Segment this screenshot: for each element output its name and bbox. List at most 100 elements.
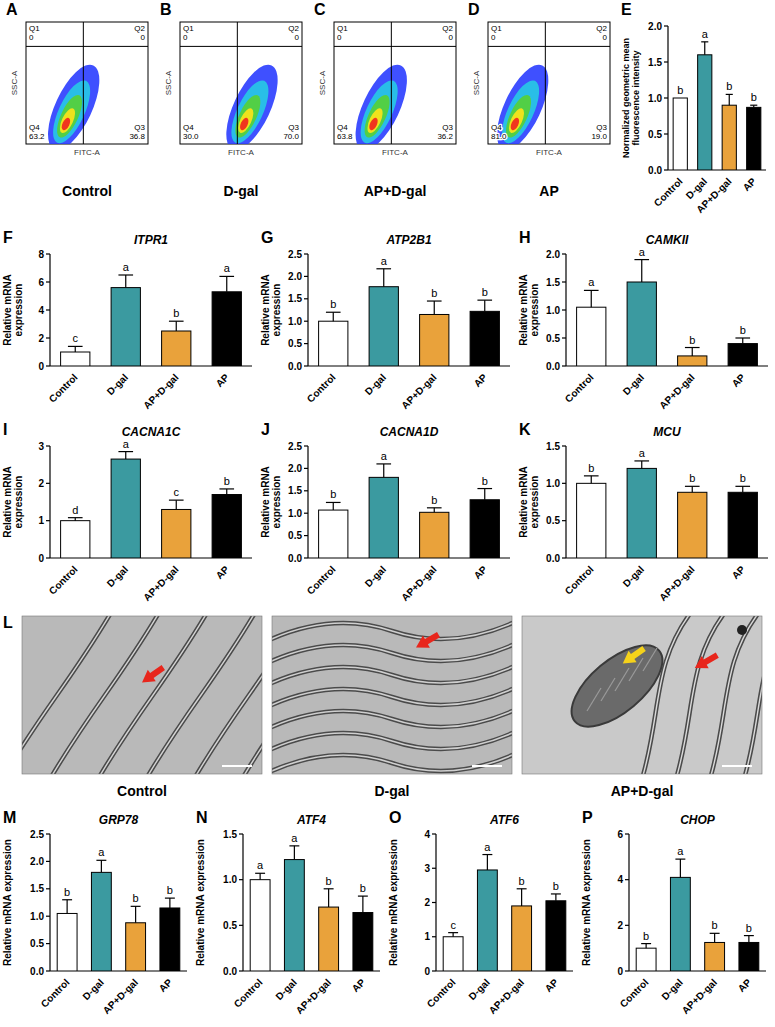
y-tick — [239, 833, 243, 834]
panel-label: F — [3, 229, 13, 246]
flow-cytometry-panel: CQ10Q20Q336.2Q463.8SSC-AFITC-AAP+D-gal — [314, 1, 456, 199]
error-bar — [735, 486, 750, 492]
bar — [61, 521, 90, 558]
quadrant-name: Q4 — [491, 123, 502, 132]
crista — [643, 648, 657, 671]
y-tick — [46, 888, 50, 889]
error-whisker — [641, 260, 642, 282]
density-contour — [509, 116, 521, 131]
membrane-lumen — [272, 643, 512, 663]
pointer-arrow — [623, 646, 646, 663]
quadrant-name: Q3 — [134, 123, 145, 132]
y-axis-title-line: Normalized geometric mean — [621, 38, 631, 158]
y-axis-title-line: expression — [13, 284, 24, 337]
y-axis-line — [565, 446, 566, 558]
x-tick-label: AP+D-gal — [680, 976, 720, 1016]
significance-letter: b — [431, 494, 437, 506]
significance-letter: d — [72, 504, 78, 516]
marks — [250, 846, 373, 971]
error-cap — [169, 500, 184, 501]
error-cap — [289, 845, 299, 846]
bar — [673, 98, 687, 170]
density-contour — [224, 75, 276, 144]
x-tick-label: Control — [652, 175, 685, 208]
significance-letter: b — [740, 472, 746, 484]
error-bar — [376, 269, 391, 287]
error-whisker — [67, 900, 68, 914]
y-axis-title-line: expression — [271, 284, 282, 337]
y-tick — [46, 557, 50, 558]
micrograph-border — [22, 616, 262, 774]
membrane-lumen — [272, 665, 512, 685]
error-whisker — [742, 486, 743, 492]
error-whisker — [260, 873, 261, 879]
error-cap — [634, 460, 649, 461]
chart-title: CHOP — [680, 813, 716, 827]
quadrant-gate — [26, 46, 148, 47]
y-tick — [664, 97, 668, 98]
y-axis-title: SSC-A — [318, 70, 327, 95]
event-cloud — [37, 58, 109, 144]
y-tick-label: 4 — [617, 874, 623, 885]
significance-letter: a — [224, 262, 231, 274]
error-bar — [62, 900, 72, 914]
significance-letter: b — [224, 475, 230, 487]
x-tick-label: Control — [47, 371, 80, 404]
error-cap — [324, 888, 334, 889]
y-tick — [562, 309, 566, 310]
x-tick-label: AP — [730, 563, 748, 581]
membrane-lumen — [194, 616, 262, 774]
error-whisker — [434, 508, 435, 512]
error-bar — [750, 105, 757, 107]
chart-title: ATF6 — [489, 813, 519, 827]
y-tick-label: 1.5 — [288, 485, 302, 496]
x-tick-label: AP — [472, 563, 490, 581]
events — [37, 58, 109, 144]
y-tick-label: 1.0 — [546, 305, 560, 316]
x-tick-label: AP+D-gal — [101, 976, 141, 1016]
y-tick — [562, 520, 566, 521]
quadrant-percent: 0 — [449, 33, 454, 42]
panel-label: G — [261, 229, 273, 246]
error-whisker — [704, 42, 705, 55]
significance-letter: b — [689, 472, 695, 484]
y-tick — [304, 490, 308, 491]
significance-letter: b — [64, 886, 70, 898]
error-cap — [584, 290, 599, 291]
x-tick-label: AP — [736, 976, 754, 994]
y-tick-label: 1.0 — [288, 316, 302, 327]
y-tick — [239, 925, 243, 926]
error-bar — [358, 896, 368, 912]
crista — [615, 668, 629, 691]
error-cap — [685, 347, 700, 348]
bar — [162, 331, 191, 366]
y-tick-label: 2.0 — [288, 271, 302, 282]
error-bar — [726, 94, 733, 105]
y-tick — [46, 483, 50, 484]
y-tick-label: 1.5 — [288, 293, 302, 304]
x-tick-label: D-gal — [363, 371, 389, 397]
significance-letter: b — [431, 287, 437, 299]
quadrant-name: Q1 — [183, 24, 194, 33]
error-bar — [701, 42, 708, 55]
quadrant-name: Q4 — [29, 123, 40, 132]
panel-label: L — [3, 614, 13, 631]
error-bar — [118, 275, 133, 288]
error-cap — [750, 105, 757, 106]
error-bar — [169, 321, 184, 331]
y-tick — [562, 253, 566, 254]
y-axis-line — [628, 834, 629, 971]
quadrant-percent: 30.0 — [183, 132, 199, 141]
significance-letter: a — [639, 246, 646, 258]
density-contour — [488, 58, 559, 144]
error-bar — [685, 348, 700, 356]
error-whisker — [333, 502, 334, 510]
x-tick-label: AP — [157, 976, 175, 994]
quadrant-gate — [83, 22, 84, 144]
significance-letter: a — [381, 450, 388, 462]
panel-label: M — [3, 809, 16, 826]
group-caption: Control — [62, 183, 112, 199]
y-tick — [304, 343, 308, 344]
x-tick-label: D-gal — [621, 563, 647, 589]
error-whisker — [742, 338, 743, 344]
